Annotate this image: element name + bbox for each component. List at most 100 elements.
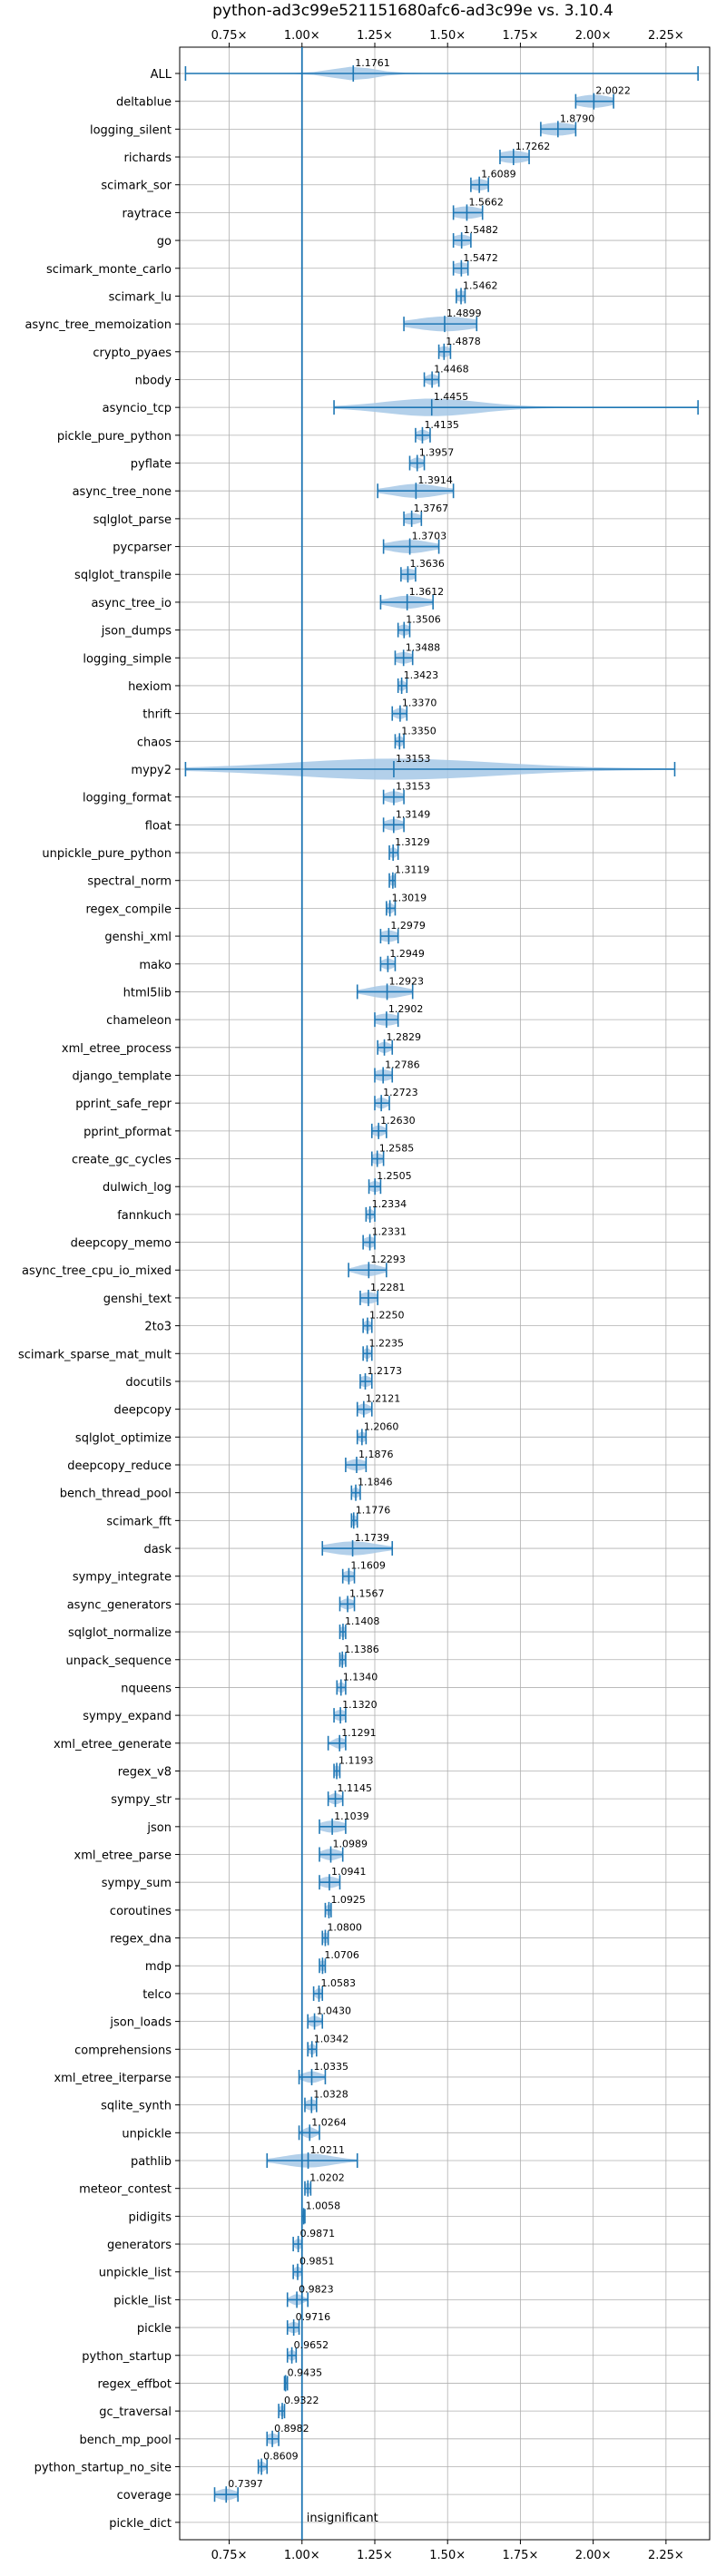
value-label: 1.3612 (409, 586, 445, 598)
category-label: async_tree_cpu_io_mixed (22, 1264, 172, 1278)
value-label: 1.3350 (401, 725, 437, 737)
value-label: 1.1291 (341, 1727, 377, 1739)
category-label: raytrace (122, 207, 172, 220)
value-label: 1.1320 (342, 1699, 378, 1711)
value-label: 1.1776 (356, 1504, 391, 1516)
category-label: async_tree_io (91, 597, 172, 610)
category-label: bench_thread_pool (60, 1488, 172, 1501)
value-label: 1.3153 (396, 753, 431, 765)
value-label: 1.3119 (395, 864, 430, 876)
category-label: xml_etree_iterparse (54, 2072, 172, 2085)
value-label: 1.3149 (396, 808, 431, 820)
value-label: 1.3153 (396, 781, 431, 793)
value-label: 1.5482 (464, 224, 499, 236)
value-label: 1.1739 (355, 1532, 390, 1544)
plot-frame (179, 46, 711, 2541)
value-label: 1.1609 (350, 1560, 386, 1572)
value-label: 1.2060 (364, 1420, 399, 1432)
x-tick-label-bottom: 0.75× (211, 2549, 248, 2562)
category-label: sqlite_synth (101, 2100, 172, 2113)
value-label: 1.1761 (355, 57, 390, 69)
value-label: 1.0264 (311, 2116, 347, 2128)
category-label: scimark_lu (109, 290, 172, 304)
category-label: nqueens (121, 1682, 172, 1695)
value-label: 1.3129 (395, 836, 430, 848)
value-label: 0.9716 (296, 2311, 331, 2323)
value-label: 1.1846 (358, 1477, 393, 1488)
category-label: mypy2 (131, 764, 172, 777)
value-label: 1.2173 (367, 1365, 402, 1377)
x-tick-label-bottom: 1.75× (503, 2549, 539, 2562)
value-label: 1.2786 (385, 1059, 420, 1070)
value-label: 1.7262 (515, 141, 551, 152)
category-label: unpickle (122, 2127, 172, 2141)
category-label: deepcopy (113, 1404, 172, 1418)
category-label: dask (143, 1543, 172, 1556)
value-label: 1.0211 (310, 2144, 346, 2156)
category-label: pidigits (129, 2210, 172, 2224)
category-label: comprehensions (74, 2044, 172, 2057)
value-label: 0.9851 (299, 2256, 335, 2268)
category-label: spectral_norm (87, 875, 172, 889)
value-label: 1.0328 (313, 2089, 348, 2101)
x-tick-label-bottom: 1.00× (284, 2549, 320, 2562)
category-label: regex_effbot (97, 2377, 172, 2391)
grid (180, 47, 710, 2540)
category-label: bench_mp_pool (79, 2434, 172, 2447)
value-label: 1.2585 (379, 1143, 415, 1155)
value-label: 1.0925 (330, 1894, 366, 1906)
category-label: float (145, 819, 172, 833)
category-label: scimark_monte_carlo (46, 263, 172, 277)
value-label: 1.2334 (372, 1198, 407, 1210)
category-label: django_template (73, 1069, 172, 1083)
value-label: 1.2829 (387, 1031, 422, 1043)
category-label: scimark_fft (106, 1515, 172, 1528)
category-label: xml_etree_generate (54, 1738, 172, 1751)
category-label: asyncio_tcp (103, 402, 172, 415)
x-tick-label-top: 1.25× (357, 29, 393, 43)
category-label: unpickle_pure_python (42, 847, 172, 861)
category-label: sqlglot_transpile (74, 569, 172, 582)
category-label: nbody (135, 374, 172, 387)
value-label: 1.2331 (372, 1226, 407, 1238)
category-label: 2to3 (144, 1321, 172, 1334)
category-label: unpickle_list (99, 2267, 172, 2280)
value-label: 1.4135 (424, 419, 459, 431)
category-label: docutils (125, 1376, 172, 1390)
value-label: 1.3423 (404, 669, 439, 681)
labels: ALL 1.1761 deltablue 2.0022 logging_silent 1.… (18, 57, 631, 2531)
value-label: 1.3703 (412, 531, 447, 542)
x-tick-label-bottom: 2.25× (648, 2549, 684, 2562)
category-label: genshi_xml (104, 931, 172, 944)
value-label: 1.2630 (380, 1115, 416, 1127)
value-label: 1.2923 (389, 975, 425, 987)
value-label: 0.9871 (300, 2228, 336, 2239)
category-label: deepcopy_reduce (67, 1459, 172, 1473)
value-label: 1.0335 (314, 2061, 349, 2073)
category-label: pprint_pformat (83, 1126, 172, 1139)
category-label: meteor_contest (79, 2183, 172, 2197)
category-label: sqlglot_optimize (75, 1431, 172, 1445)
value-label: 1.2902 (388, 1003, 424, 1015)
value-label: 1.6089 (481, 169, 516, 181)
category-label: async_tree_memoization (25, 318, 172, 332)
category-label: telco (142, 1988, 172, 2002)
category-label: regex_v8 (118, 1765, 172, 1779)
category-label: hexiom (128, 680, 172, 694)
value-label: 1.4468 (434, 363, 469, 375)
insignificant-label: insignificant (307, 2512, 378, 2525)
category-label: logging_simple (83, 652, 172, 666)
value-label: 0.9435 (288, 2366, 323, 2378)
category-label: go (157, 235, 172, 249)
category-label: richards (124, 151, 172, 165)
value-label: 1.2723 (383, 1087, 418, 1098)
x-tick-label-bottom: 1.25× (357, 2549, 393, 2562)
category-label: sympy_sum (102, 1877, 172, 1890)
category-label: async_tree_none (73, 485, 172, 499)
category-label: pycparser (113, 542, 172, 555)
value-label: 1.5472 (463, 252, 497, 264)
value-label: 0.9652 (294, 2339, 329, 2351)
axes: 0.75× 0.75× 1.00× 1.00× 1.25× 1.25× 1.50× 1.50×… (175, 29, 711, 2562)
category-label: sympy_expand (83, 1710, 172, 1723)
